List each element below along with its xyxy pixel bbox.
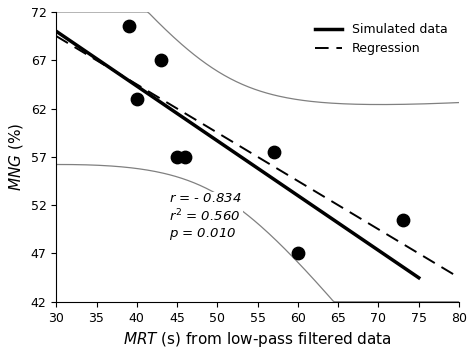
Y-axis label: $\mathit{MNG}$ (%): $\mathit{MNG}$ (%) xyxy=(7,123,25,191)
Point xyxy=(399,217,406,222)
Point xyxy=(125,23,133,29)
Point xyxy=(270,149,278,155)
Point xyxy=(294,251,302,256)
Text: $\mathit{r}$ = - 0.834
$\mathit{r}^2$ = 0.560
$\mathit{p}$ = 0.010: $\mathit{r}$ = - 0.834 $\mathit{r}^2$ = … xyxy=(169,192,242,242)
Point xyxy=(182,154,189,160)
Point xyxy=(157,57,165,63)
Point xyxy=(133,96,141,102)
X-axis label: $\mathit{MRT}$ (s) from low-pass filtered data: $\mathit{MRT}$ (s) from low-pass filtere… xyxy=(123,330,392,349)
Legend: Simulated data, Regression: Simulated data, Regression xyxy=(310,18,453,61)
Point xyxy=(173,154,181,160)
